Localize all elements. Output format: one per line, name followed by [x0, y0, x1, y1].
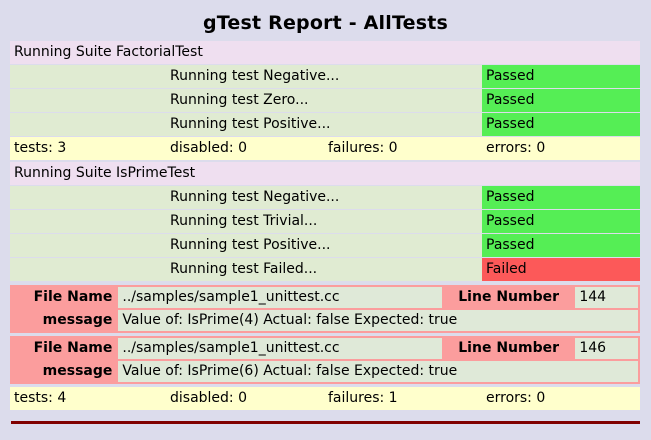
file-name-label: File Name [12, 287, 117, 308]
suite-header-label: Running Suite FactorialTest [10, 41, 640, 64]
summary-disabled: disabled: 0 [166, 387, 324, 410]
test-name-cell: Running test Positive... [166, 234, 482, 257]
table-row: Running test Zero... Passed [10, 89, 640, 112]
suite-header-label: Running Suite IsPrimeTest [10, 162, 641, 185]
report-content: Running Suite FactorialTest Running test… [0, 40, 651, 411]
summary-tests: tests: 3 [10, 137, 166, 160]
test-blank-cell [10, 65, 166, 88]
table-row: Running test Negative... Passed [10, 186, 641, 209]
summary-disabled: disabled: 0 [166, 137, 324, 160]
bottom-divider [11, 421, 640, 424]
summary-errors: errors: 0 [482, 137, 640, 160]
test-blank-cell [10, 89, 166, 112]
status-badge: Passed [482, 65, 640, 88]
line-number-label: Line Number [443, 287, 574, 308]
file-name-label: File Name [12, 338, 117, 359]
test-blank-cell [10, 258, 166, 281]
status-badge: Passed [482, 210, 641, 233]
message-label: message [12, 361, 117, 382]
status-badge: Passed [482, 113, 640, 136]
failure-detail-block: File Name ../samples/sample1_unittest.cc… [10, 285, 640, 333]
suite-table-factorialtest: Running Suite FactorialTest Running test… [10, 40, 640, 161]
line-number-value: 144 [575, 287, 638, 308]
status-badge: Passed [482, 186, 641, 209]
message-value: Value of: IsPrime(6) Actual: false Expec… [118, 361, 638, 382]
summary-errors: errors: 0 [482, 387, 640, 410]
failure-message-row: message Value of: IsPrime(6) Actual: fal… [12, 361, 638, 382]
test-name-cell: Running test Positive... [166, 113, 482, 136]
line-number-label: Line Number [443, 338, 574, 359]
table-row: Running test Positive... Passed [10, 234, 641, 257]
test-name-cell: Running test Zero... [166, 89, 482, 112]
test-blank-cell [10, 210, 166, 233]
file-name-value: ../samples/sample1_unittest.cc [118, 287, 442, 308]
status-badge: Failed [482, 258, 641, 281]
status-badge: Passed [482, 234, 641, 257]
file-name-value: ../samples/sample1_unittest.cc [118, 338, 442, 359]
line-number-value: 146 [575, 338, 638, 359]
suite-header-row: Running Suite IsPrimeTest [10, 162, 641, 185]
table-row: Running test Positive... Passed [10, 113, 640, 136]
suite-header-row: Running Suite FactorialTest [10, 41, 640, 64]
summary-failures: failures: 1 [324, 387, 482, 410]
test-name-cell: Running test Failed... [166, 258, 482, 281]
failure-file-row: File Name ../samples/sample1_unittest.cc… [12, 338, 638, 359]
summary-failures: failures: 0 [324, 137, 482, 160]
test-blank-cell [10, 186, 166, 209]
message-value: Value of: IsPrime(4) Actual: false Expec… [118, 310, 638, 331]
test-name-cell: Running test Negative... [166, 186, 482, 209]
suite-table-isprimetest: Running Suite IsPrimeTest Running test N… [10, 161, 641, 282]
failure-detail-block: File Name ../samples/sample1_unittest.cc… [10, 336, 640, 384]
suite-summary-row: tests: 4 disabled: 0 failures: 1 errors:… [10, 387, 640, 410]
table-row: Running test Failed... Failed [10, 258, 641, 281]
test-name-cell: Running test Trivial... [166, 210, 482, 233]
failure-file-row: File Name ../samples/sample1_unittest.cc… [12, 287, 638, 308]
page-title: gTest Report - AllTests [202, 12, 449, 34]
message-label: message [12, 310, 117, 331]
suite-summary-table-isprimetest: tests: 4 disabled: 0 failures: 1 errors:… [10, 386, 640, 411]
failure-message-row: message Value of: IsPrime(4) Actual: fal… [12, 310, 638, 331]
table-row: Running test Negative... Passed [10, 65, 640, 88]
test-name-cell: Running test Negative... [166, 65, 482, 88]
table-row: Running test Trivial... Passed [10, 210, 641, 233]
test-blank-cell [10, 113, 166, 136]
summary-tests: tests: 4 [10, 387, 166, 410]
status-badge: Passed [482, 89, 640, 112]
suite-summary-row: tests: 3 disabled: 0 failures: 0 errors:… [10, 137, 640, 160]
test-blank-cell [10, 234, 166, 257]
